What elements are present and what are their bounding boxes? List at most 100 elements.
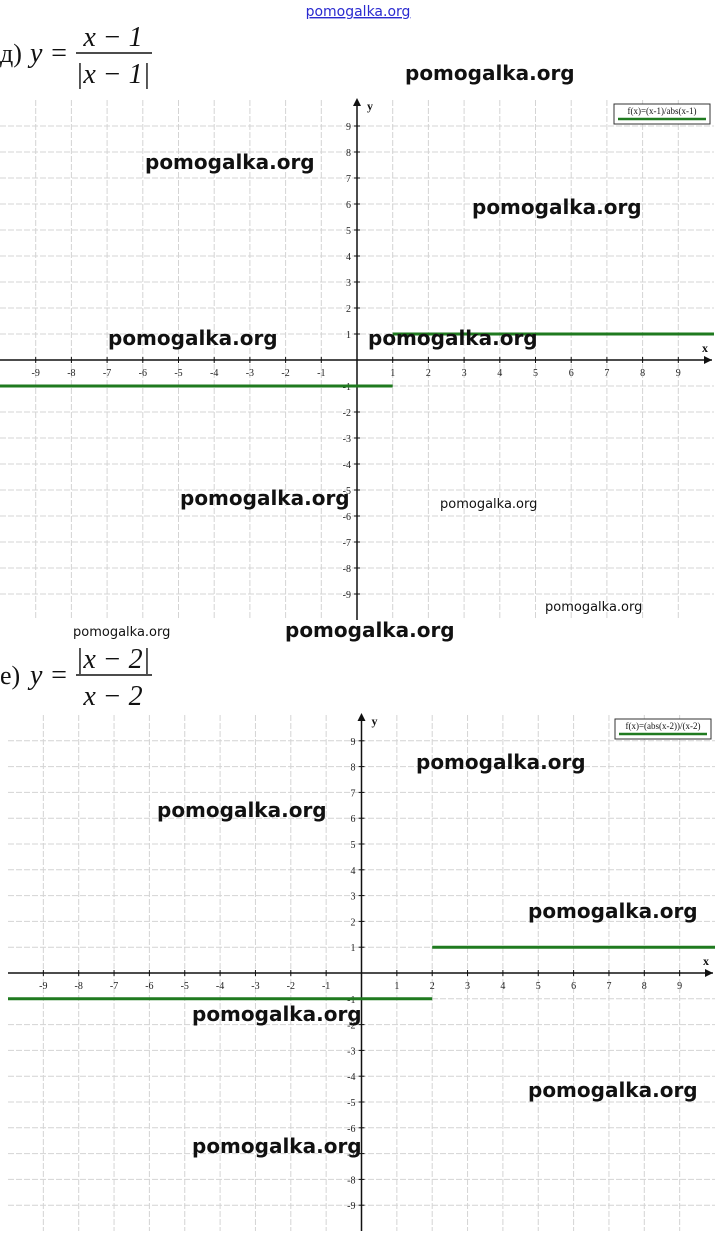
formula-denominator: x − 2 (82, 681, 142, 712)
y-tick-label: -8 (347, 1175, 355, 1186)
watermark: pomogalka.org (180, 486, 350, 510)
x-tick-label: 9 (677, 981, 682, 992)
y-tick-label: 1 (346, 330, 351, 341)
x-tick-label: 8 (642, 981, 647, 992)
x-tick-label: -9 (32, 368, 40, 379)
watermark: pomogalka.org (306, 4, 411, 20)
y-tick-label: -4 (347, 1072, 355, 1083)
formula-numerator: x − 1 (82, 22, 142, 53)
x-tick-label: 5 (533, 368, 538, 379)
y-arrow (357, 713, 366, 721)
y-tick-label: 1 (351, 943, 356, 954)
watermark: pomogalka.org (73, 625, 170, 640)
x-tick-label: -3 (246, 368, 254, 379)
x-tick-label: -4 (216, 981, 224, 992)
y-tick-label: 7 (346, 174, 351, 185)
watermark: pomogalka.org (545, 600, 642, 615)
x-tick-label: 2 (426, 368, 431, 379)
formula-denominator: |x − 1| (76, 59, 151, 90)
y-tick-label: 2 (351, 917, 356, 928)
watermark: pomogalka.org (405, 61, 575, 85)
legend-label: f(x)=(abs(x-2))/(x-2) (625, 721, 700, 731)
x-tick-label: 6 (569, 368, 574, 379)
chart: е) y = |x − 2| x − 2 x y -9 -8 -7 -6 -5 -4 -3 -2 -1 1 2 3… (0, 644, 715, 1231)
y-tick-label: -4 (343, 460, 351, 471)
problem-label: д) (0, 39, 22, 68)
x-tick-label: 7 (606, 981, 611, 992)
x-tick-label: 1 (390, 368, 395, 379)
y-tick-label: 3 (346, 278, 351, 289)
watermark: pomogalka.org (528, 899, 698, 923)
watermark: pomogalka.org (416, 750, 586, 774)
y-tick-label: -7 (343, 538, 351, 549)
watermark: pomogalka.org (108, 326, 278, 350)
y-tick-label: 3 (351, 892, 356, 903)
y-tick-label: 4 (351, 866, 356, 877)
y-tick-label: -2 (343, 408, 351, 419)
legend-label: f(x)=(x-1)/abs(x-1) (627, 106, 696, 116)
y-tick-label: 4 (346, 252, 351, 263)
watermark: pomogalka.org (472, 195, 642, 219)
x-tick-label: -2 (281, 368, 289, 379)
y-tick-label: 5 (346, 226, 351, 237)
x-tick-label: 9 (676, 368, 681, 379)
watermark: pomogalka.org (157, 798, 327, 822)
x-tick-label: 4 (500, 981, 505, 992)
y-tick-label: -2 (347, 1021, 355, 1032)
x-tick-label: -8 (67, 368, 75, 379)
x-tick-label: 6 (571, 981, 576, 992)
y-tick-label: 5 (351, 840, 356, 851)
y-axis-label: y (372, 714, 378, 728)
y-tick-label: -6 (347, 1124, 355, 1135)
problem-label: е) (0, 661, 20, 690)
y-tick-label: -6 (343, 512, 351, 523)
x-tick-label: 4 (497, 368, 502, 379)
x-axis-label: x (702, 341, 708, 355)
y-tick-label: -9 (343, 590, 351, 601)
y-tick-label: 9 (346, 122, 351, 133)
y-tick-label: -5 (343, 486, 351, 497)
x-tick-label: -8 (75, 981, 83, 992)
y-tick-label: -3 (347, 1046, 355, 1057)
x-tick-label: -7 (110, 981, 118, 992)
watermark: pomogalka.org (368, 326, 538, 350)
formula-numerator: |x − 2| (76, 644, 151, 675)
watermark: pomogalka.org (528, 1078, 698, 1102)
x-tick-label: -5 (174, 368, 182, 379)
watermark: pomogalka.org (145, 150, 315, 174)
y-tick-label: -9 (347, 1201, 355, 1212)
x-tick-label: 3 (465, 981, 470, 992)
x-tick-label: -5 (181, 981, 189, 992)
x-tick-label: -1 (317, 368, 325, 379)
y-tick-label: -3 (343, 434, 351, 445)
series-line (0, 332, 714, 388)
formula-lhs: y = (27, 660, 68, 691)
y-tick-label: 2 (346, 304, 351, 315)
x-tick-label: -6 (139, 368, 147, 379)
y-tick-label: 8 (346, 148, 351, 159)
x-tick-label: -3 (251, 981, 259, 992)
x-arrow (704, 356, 712, 364)
y-tick-label: -7 (347, 1150, 355, 1161)
chart: д) y = x − 1 |x − 1| x y -9 -8 -7 -6 -5 -4 -3 -2 -1 1 2 3… (0, 22, 714, 620)
x-arrow (705, 969, 713, 977)
y-tick-label: 6 (346, 200, 351, 211)
x-tick-label: -6 (145, 981, 153, 992)
y-tick-label: 8 (351, 763, 356, 774)
y-tick-label: -5 (347, 1098, 355, 1109)
x-tick-label: 1 (394, 981, 399, 992)
watermark: pomogalka.org (440, 497, 537, 512)
formula-lhs: y = (27, 38, 68, 69)
x-tick-label: 8 (640, 368, 645, 379)
x-tick-label: -9 (39, 981, 47, 992)
x-tick-label: -1 (322, 981, 330, 992)
y-axis-label: y (367, 99, 373, 113)
y-tick-label: 6 (351, 814, 356, 825)
x-tick-label: 3 (462, 368, 467, 379)
y-tick-label: 7 (351, 788, 356, 799)
watermark: pomogalka.org (192, 1002, 362, 1026)
x-tick-label: 7 (604, 368, 609, 379)
y-tick-label: -8 (343, 564, 351, 575)
series-line (8, 945, 715, 1001)
